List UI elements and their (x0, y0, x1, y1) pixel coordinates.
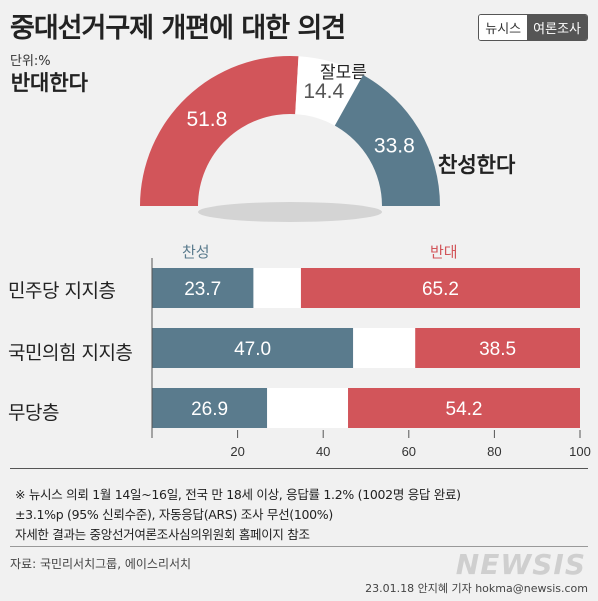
bar-value-label: 38.5 (479, 339, 516, 360)
bar-segment (353, 328, 416, 368)
axis-tick-label: 100 (569, 444, 591, 459)
divider (10, 546, 588, 547)
footnote-line-3: 자세한 결과는 중앙선거여론조사심의위원회 홈페이지 참조 (15, 527, 310, 542)
unit-label: 단위:% (10, 54, 51, 69)
bar-segment (415, 328, 580, 368)
bar-value-label: 47.0 (234, 339, 271, 360)
row-label-independent: 무당층 (8, 402, 59, 424)
divider (10, 468, 588, 469)
bar-segment (253, 268, 301, 308)
brand-newsis: 뉴시스 (479, 15, 528, 40)
legend-support: 찬성 (182, 243, 210, 261)
credit-label: 23.01.18 안지혜 기자 hokma@newsis.com (365, 582, 588, 595)
bar-value-label: 54.2 (446, 399, 483, 420)
donut-slice (140, 56, 299, 206)
axis-tick-label: 20 (230, 444, 244, 459)
bar-segment (152, 328, 354, 368)
bar-value-label: 65.2 (422, 279, 459, 300)
watermark: NEWSIS (455, 548, 586, 581)
page-title: 중대선거구제 개편에 대한 의견 (10, 13, 346, 44)
source-label: 자료: 국민리서치그룹, 에이스리서치 (10, 557, 192, 571)
donut-category-label: 잘모름 (320, 63, 367, 83)
donut-shadow (198, 202, 382, 222)
brand-poll: 여론조사 (527, 15, 587, 40)
bar-segment (267, 388, 349, 428)
footnote-line-1: ※ 뉴시스 의뢰 1월 14일~16일, 전국 만 18세 이상, 응답률 1.… (15, 487, 461, 502)
axis-tick-label: 80 (487, 444, 501, 459)
donut-slice (334, 75, 440, 206)
stacked-bar-chart: 23.7 65.2 47.0 38.5 26.9 54.2 20 40 60 80 100 (151, 258, 591, 459)
legend-oppose: 반대 (430, 243, 458, 261)
donut-category-label: 반대한다 (11, 71, 89, 95)
brand-badge: 뉴시스 여론조사 (478, 14, 588, 41)
donut-category-label: 찬성한다 (438, 153, 516, 177)
donut-value-label: 33.8 (374, 135, 415, 158)
bar-segment (300, 268, 580, 308)
footnote-line-2: ±3.1%p (95% 신뢰수준), 자동응답(ARS) 조사 무선(100%) (15, 507, 333, 522)
bar-value-label: 23.7 (184, 279, 221, 300)
row-label-democratic: 민주당 지지층 (8, 280, 116, 302)
axis-tick-label: 40 (316, 444, 330, 459)
axis-tick-label: 60 (402, 444, 416, 459)
donut-slice (295, 56, 364, 126)
bar-segment (348, 388, 580, 428)
bar-segment (152, 268, 254, 308)
row-label-ppp: 국민의힘 지지층 (8, 342, 133, 364)
bar-value-label: 26.9 (191, 399, 228, 420)
bar-segment (152, 388, 268, 428)
donut-value-label: 14.4 (303, 80, 344, 103)
donut-value-label: 51.8 (186, 108, 227, 131)
